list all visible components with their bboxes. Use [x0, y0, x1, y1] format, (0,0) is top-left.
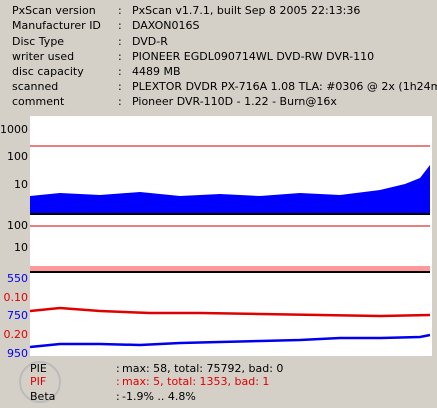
logo — [19, 361, 61, 403]
beta-line — [29, 306, 431, 318]
info-label: Disc Type — [12, 35, 64, 48]
info-separator: : — [118, 4, 122, 17]
jitter-line — [29, 333, 431, 349]
pie-graph — [30, 165, 430, 214]
beta-axis-label: 550 — [7, 272, 28, 285]
info-value: PLEXTOR DVDR PX-716A 1.08 TLA: #0306 @ 2… — [132, 80, 437, 93]
stat-separator: : — [116, 362, 120, 375]
info-separator: : — [118, 35, 122, 48]
beta-axis-label: 750 — [7, 309, 28, 322]
info-value: DAXON016S — [132, 19, 200, 32]
info-label: disc capacity — [12, 65, 84, 78]
beta-axis-label: 0.10 — [4, 291, 29, 304]
info-label: scanned — [12, 80, 58, 93]
info-label: Manufacturer ID — [12, 19, 101, 32]
stat-value: max: 58, total: 75792, bad: 0 — [122, 362, 283, 375]
pie-axis-label: 10 — [14, 178, 28, 191]
pif-axis-label: 10 — [14, 241, 28, 254]
info-value: Pioneer DVR-110D - 1.22 - Burn@16x — [132, 95, 337, 108]
plot-area — [30, 116, 432, 356]
stat-value: max: 5, total: 1353, bad: 1 — [122, 375, 269, 388]
info-separator: : — [118, 95, 122, 108]
pie-axis-label: 1000 — [0, 123, 28, 136]
info-label: PxScan version — [12, 4, 96, 17]
info-separator: : — [118, 80, 122, 93]
info-value: 4489 MB — [132, 65, 181, 78]
info-separator: : — [118, 65, 122, 78]
info-value: PIONEER EGDL090714WL DVD-RW DVR-110 — [132, 50, 374, 63]
info-label: writer used — [12, 50, 74, 63]
pif-axis-label: 100 — [7, 219, 28, 232]
stat-label: PIF — [30, 375, 46, 388]
stat-separator: : — [116, 375, 120, 388]
beta-axis-label: 0.20 — [4, 328, 29, 341]
info-value: DVD-R — [132, 35, 168, 48]
pif-graph — [30, 266, 430, 271]
info-separator: : — [118, 19, 122, 32]
stat-label: Beta — [30, 390, 55, 403]
stat-label: PIE — [30, 362, 47, 375]
stat-separator: : — [116, 390, 120, 403]
info-value: PxScan v1.7.1, built Sep 8 2005 22:13:36 — [132, 4, 360, 17]
beta-axis-label: 950 — [7, 347, 28, 360]
info-label: comment — [12, 95, 65, 108]
info-separator: : — [118, 50, 122, 63]
pie-axis-label: 100 — [7, 150, 28, 163]
stat-value: -1.9% .. 4.8% — [122, 390, 196, 403]
